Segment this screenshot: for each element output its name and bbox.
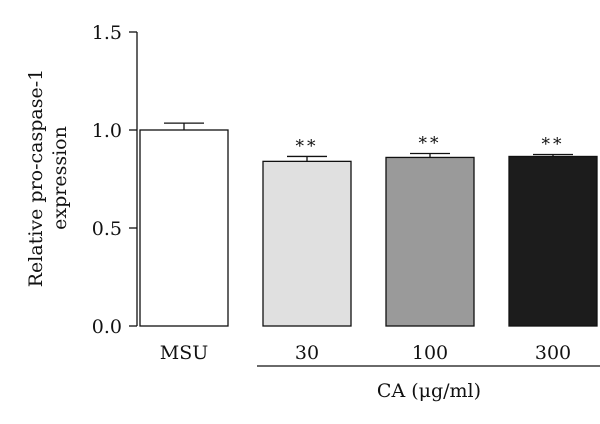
y-axis-label-line-2: expression bbox=[49, 126, 71, 230]
bars bbox=[139, 129, 598, 327]
x-tick-label: 300 bbox=[535, 342, 571, 364]
x-tick-label: MSU bbox=[160, 342, 208, 364]
significance-marker: ** bbox=[542, 135, 565, 155]
error-bars bbox=[164, 122, 573, 162]
y-axis-label-line-1: Relative pro-caspase-1 bbox=[25, 69, 47, 288]
y-tick-label: 1.5 bbox=[92, 22, 122, 44]
bar bbox=[262, 160, 352, 327]
bar bbox=[139, 129, 229, 327]
y-tick-label: 1.0 bbox=[92, 120, 122, 142]
group-label: CA (μg/ml) bbox=[377, 380, 481, 402]
bar bbox=[385, 156, 475, 327]
x-tick-label: 100 bbox=[412, 342, 448, 364]
significance-marker: ** bbox=[419, 134, 442, 154]
significance-markers: ** ** ** bbox=[296, 134, 565, 157]
x-axis: MSU 30 100 300 bbox=[160, 342, 571, 364]
x-tick-label: 30 bbox=[295, 342, 319, 364]
y-axis: 0.0 0.5 1.0 1.5 bbox=[92, 22, 138, 338]
y-tick-label: 0.5 bbox=[92, 218, 122, 240]
significance-marker: ** bbox=[296, 136, 319, 156]
y-tick-label: 0.0 bbox=[92, 316, 122, 338]
bar bbox=[508, 155, 598, 327]
